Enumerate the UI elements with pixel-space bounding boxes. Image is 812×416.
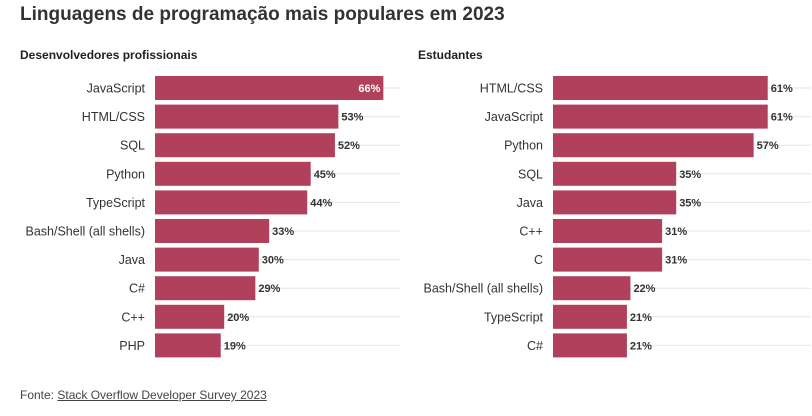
source-link[interactable]: Stack Overflow Developer Survey 2023 <box>57 388 267 402</box>
category-label: C++ <box>121 310 145 324</box>
bar <box>155 76 384 100</box>
category-label: Java <box>517 196 543 210</box>
professional-developers-bar-chart: JavaScript 66% HTML/CSS 53% SQL 52% Python 45% T… <box>26 76 400 358</box>
category-label: C# <box>527 339 543 353</box>
category-label: SQL <box>120 139 145 153</box>
category-label: Bash/Shell (all shells) <box>424 282 544 296</box>
value-label: 21% <box>630 312 652 324</box>
category-label: Python <box>504 139 543 153</box>
bar <box>553 190 677 215</box>
value-label: 52% <box>338 140 360 152</box>
category-label: PHP <box>119 339 145 353</box>
bar <box>553 161 677 186</box>
value-label: 66% <box>358 83 380 95</box>
value-label: 61% <box>771 112 793 124</box>
category-label: TypeScript <box>484 310 544 324</box>
value-label: 57% <box>757 140 779 152</box>
value-label: 45% <box>314 169 336 181</box>
right-chart-subtitle: Estudantes <box>418 48 483 62</box>
category-label: JavaScript <box>485 110 544 124</box>
left-chart-subtitle: Desenvolvedores profissionais <box>20 48 198 62</box>
bar <box>553 276 631 301</box>
value-label: 44% <box>310 197 332 209</box>
bar <box>553 247 663 272</box>
category-label: HTML/CSS <box>82 110 145 124</box>
value-label: 19% <box>224 340 246 352</box>
category-label: Bash/Shell (all shells) <box>26 225 146 239</box>
value-label: 35% <box>679 197 701 209</box>
category-label: TypeScript <box>86 196 146 210</box>
bar <box>553 104 768 129</box>
bar <box>155 190 308 215</box>
category-label: Java <box>119 253 145 267</box>
bar <box>553 304 627 329</box>
category-label: C++ <box>519 225 543 239</box>
category-label: C# <box>129 282 145 296</box>
bar <box>155 104 339 129</box>
category-label: JavaScript <box>87 82 146 96</box>
value-label: 35% <box>679 169 701 181</box>
bar <box>553 219 663 243</box>
value-label: 61% <box>771 83 793 95</box>
value-label: 31% <box>665 226 687 238</box>
bar <box>155 276 256 301</box>
value-label: 20% <box>227 312 249 324</box>
source-prefix: Fonte: <box>20 388 58 402</box>
students-bar-chart: HTML/CSS 61% JavaScript 61% Python 57% SQL 35% J… <box>424 76 811 358</box>
value-label: 53% <box>341 112 363 124</box>
value-label: 30% <box>262 255 284 267</box>
category-label: Python <box>106 167 145 181</box>
bar <box>155 333 221 358</box>
bar <box>155 161 311 186</box>
bar <box>155 247 259 272</box>
bar <box>553 133 754 158</box>
bar <box>553 333 627 358</box>
source-footer: Fonte: Stack Overflow Developer Survey 2… <box>20 388 267 402</box>
bar <box>155 133 335 158</box>
chart-title: Linguagens de programação mais populares… <box>20 4 505 25</box>
bar <box>553 76 768 100</box>
value-label: 29% <box>258 283 280 295</box>
bar <box>155 304 225 329</box>
category-label: HTML/CSS <box>480 82 543 96</box>
category-label: SQL <box>518 167 543 181</box>
value-label: 21% <box>630 340 652 352</box>
bar <box>155 219 270 243</box>
value-label: 22% <box>633 283 655 295</box>
value-label: 31% <box>665 255 687 267</box>
category-label: C <box>534 253 543 267</box>
value-label: 33% <box>272 226 294 238</box>
